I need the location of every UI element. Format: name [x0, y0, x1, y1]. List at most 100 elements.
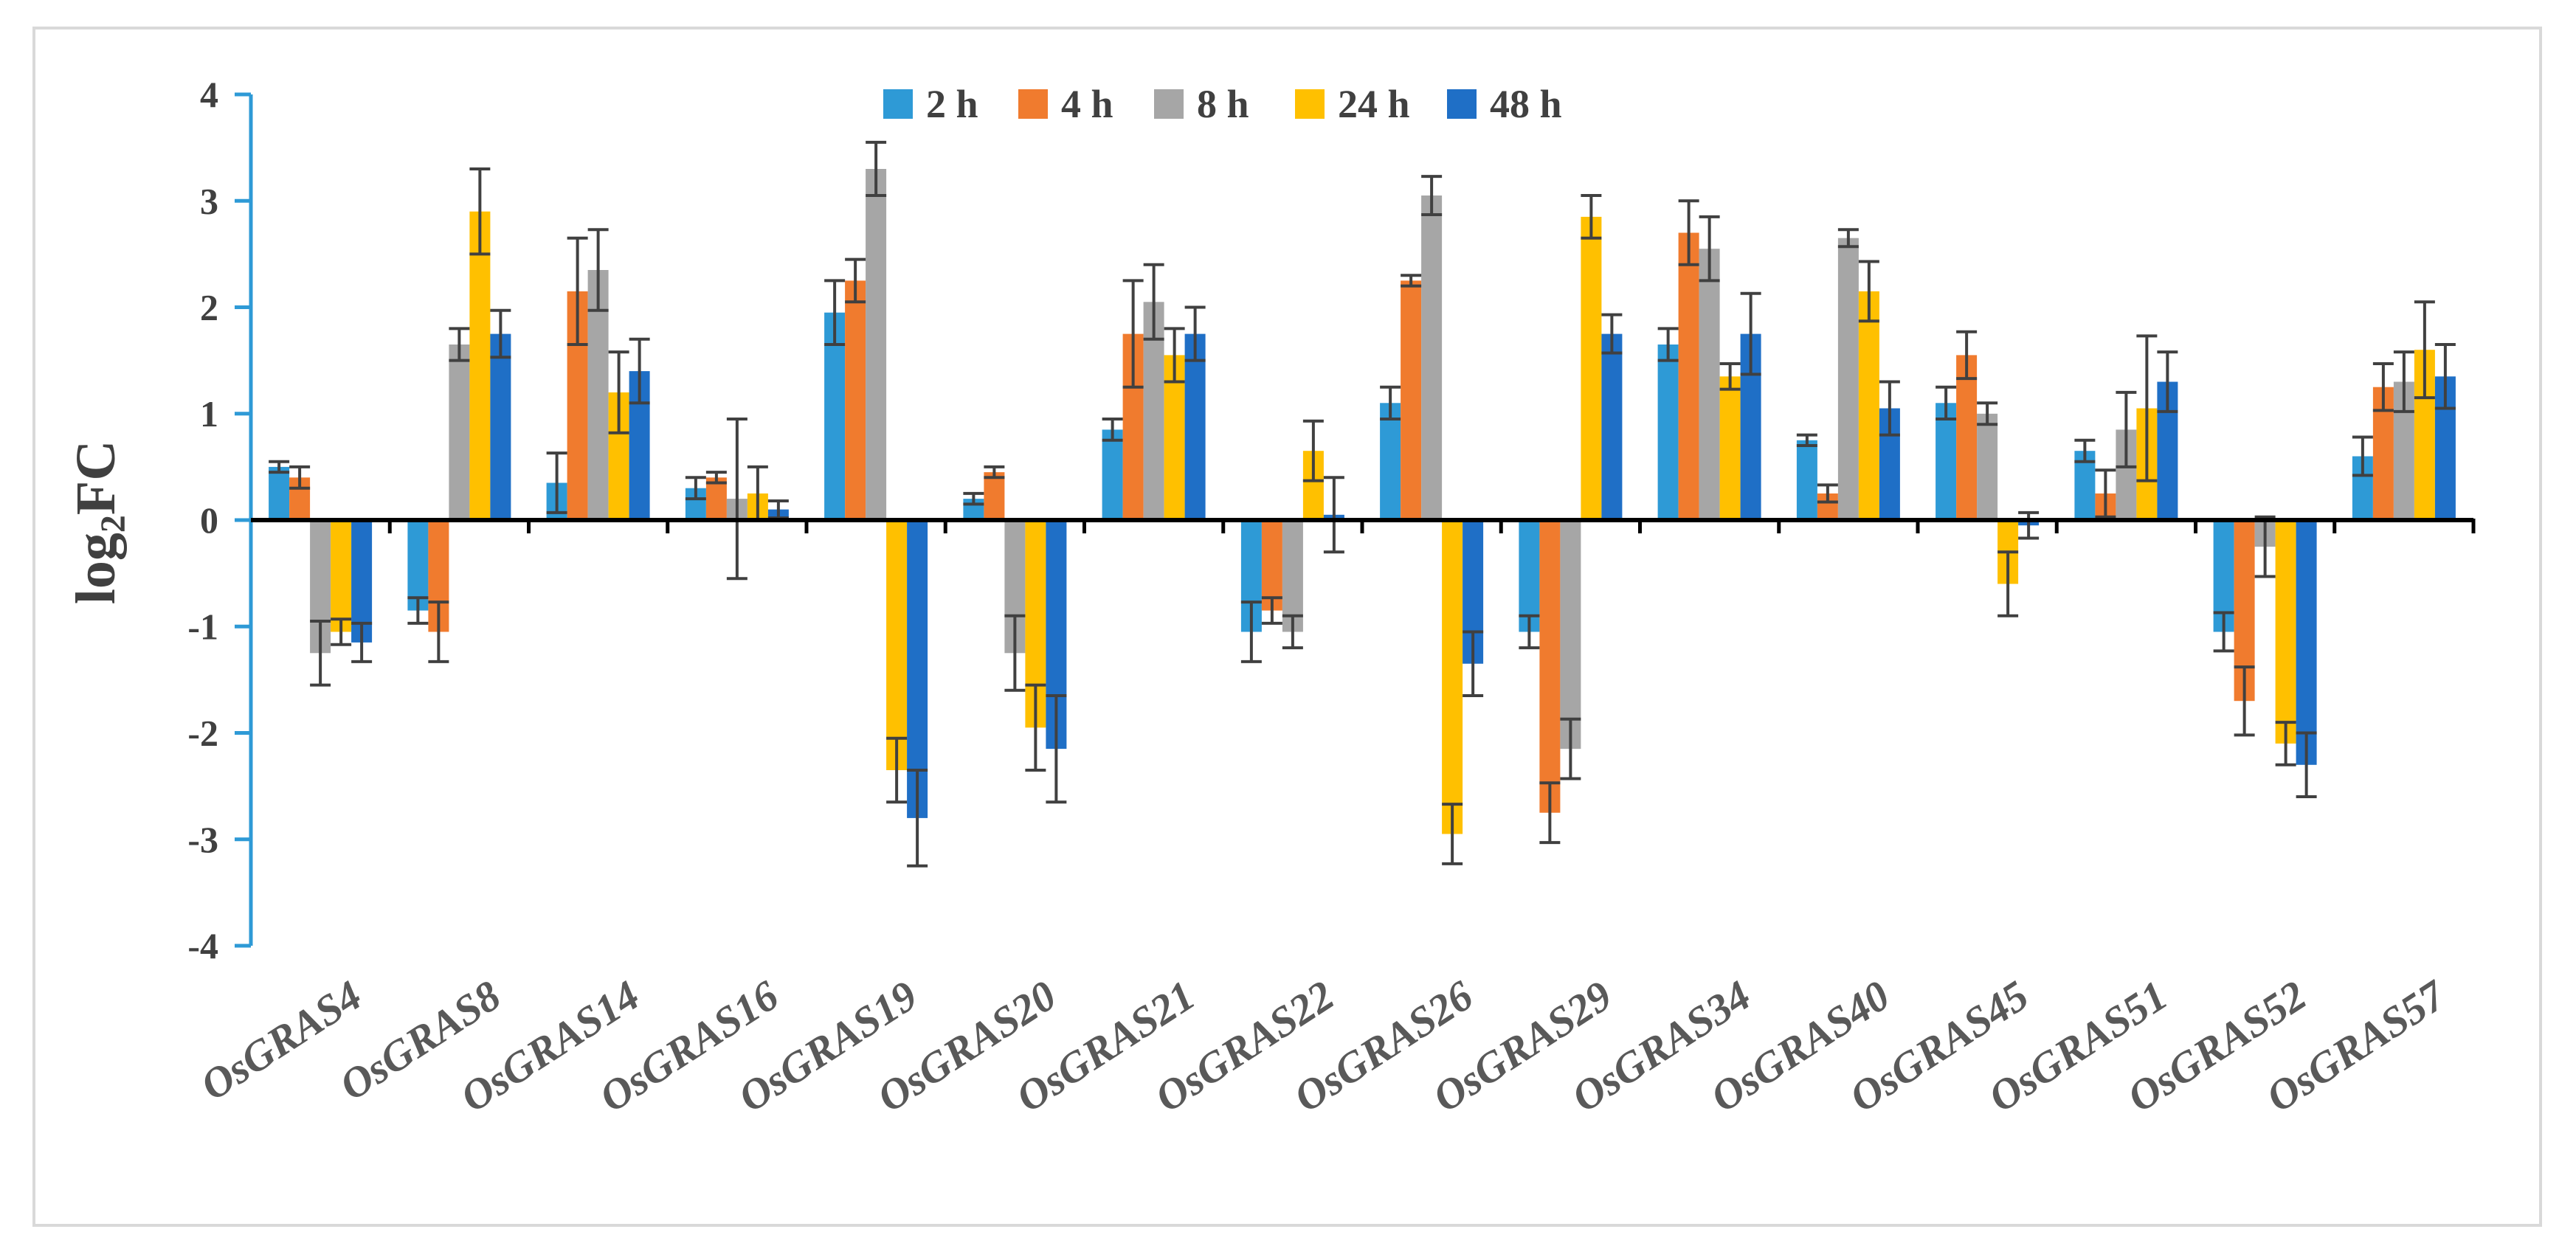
bar-OsGRAS45-4h	[1956, 355, 1978, 520]
y-tick-label: 4	[200, 74, 218, 115]
error-bar-OsGRAS4-24h	[331, 617, 352, 646]
error-bar-OsGRAS57-4h	[2372, 362, 2394, 412]
bar-OsGRAS40-2h	[1796, 440, 1817, 520]
error-bar-OsGRAS16-2h	[685, 476, 706, 501]
error-bar-OsGRAS20-4h	[984, 465, 1005, 480]
error-bar-OsGRAS14-8h	[587, 228, 609, 312]
y-tick-label: -2	[187, 713, 218, 754]
y-axis-title: log2FC	[65, 440, 133, 604]
error-bar-OsGRAS52-4h	[2234, 665, 2255, 737]
error-bar-OsGRAS29-24h	[1581, 194, 1602, 240]
error-bar-OsGRAS16-8h	[726, 418, 747, 581]
bar-OsGRAS19-24h	[886, 520, 908, 770]
legend: 2 h 4 h 8 h 24 h 48 h	[883, 82, 1562, 126]
bar-OsGRAS22-4h	[1261, 520, 1282, 611]
error-bar-OsGRAS14-2h	[546, 451, 567, 514]
bar-OsGRAS26-4h	[1401, 280, 1422, 520]
bar-OsGRAS21-2h	[1102, 429, 1123, 520]
error-bar-OsGRAS45-2h	[1936, 385, 1957, 420]
bar-OsGRAS26-24h	[1442, 520, 1463, 834]
bar-OsGRAS45-2h	[1936, 403, 1957, 520]
y-tick-label: 2	[200, 287, 218, 328]
error-bar-OsGRAS26-24h	[1442, 803, 1463, 865]
error-bar-OsGRAS34-24h	[1719, 362, 1741, 391]
bar-OsGRAS19-48h	[907, 520, 928, 818]
error-bar-OsGRAS19-8h	[866, 140, 887, 197]
error-bar-OsGRAS34-2h	[1657, 327, 1679, 362]
error-bar-OsGRAS4-8h	[310, 620, 331, 687]
legend-item-4h: 4 h	[1018, 82, 1113, 126]
error-bar-OsGRAS57-24h	[2414, 300, 2435, 400]
y-axis-title-subscript: 2	[94, 515, 133, 533]
error-bar-OsGRAS8-8h	[449, 327, 470, 362]
bar-OsGRAS4-2h	[269, 466, 290, 520]
error-bar-OsGRAS51-24h	[2136, 334, 2158, 482]
y-tick-label: 0	[200, 499, 218, 541]
error-bar-OsGRAS14-24h	[608, 350, 629, 435]
bar-OsGRAS16-4h	[705, 477, 727, 520]
legend-swatch	[883, 89, 913, 119]
legend-item-8h: 8 h	[1154, 82, 1249, 126]
bar-OsGRAS4-24h	[331, 520, 352, 632]
error-bar-OsGRAS19-48h	[907, 769, 928, 868]
error-bar-OsGRAS26-8h	[1421, 175, 1443, 216]
error-bar-OsGRAS51-48h	[2157, 350, 2178, 413]
bar-OsGRAS34-8h	[1699, 249, 1720, 520]
bar-OsGRAS29-2h	[1519, 520, 1540, 632]
legend-label: 8 h	[1197, 82, 1249, 126]
legend-item-2h: 2 h	[883, 82, 978, 126]
error-bar-OsGRAS51-4h	[2095, 468, 2116, 519]
axes-layer	[235, 92, 2476, 948]
error-bar-OsGRAS19-24h	[886, 736, 908, 804]
bar-OsGRAS29-24h	[1581, 216, 1602, 520]
error-bar-OsGRAS22-4h	[1261, 596, 1282, 625]
legend-swatch	[1295, 89, 1325, 119]
bar-OsGRAS20-4h	[984, 472, 1005, 520]
bar-OsGRAS29-8h	[1560, 520, 1581, 750]
error-bar-OsGRAS4-48h	[351, 621, 373, 663]
y-axis-title-main: log	[65, 533, 127, 604]
bar-OsGRAS8-2h	[407, 520, 429, 611]
error-bar-OsGRAS29-48h	[1601, 313, 1623, 355]
bar-OsGRAS52-48h	[2296, 520, 2317, 765]
bar-OsGRAS26-2h	[1380, 403, 1401, 520]
bar-OsGRAS34-4h	[1678, 232, 1699, 520]
legend-label: 4 h	[1061, 82, 1113, 126]
bar-OsGRAS8-8h	[449, 345, 470, 520]
error-bar-OsGRAS8-2h	[407, 596, 429, 625]
legend-swatch	[1018, 89, 1048, 119]
error-bar-OsGRAS29-4h	[1539, 781, 1561, 845]
error-bar-OsGRAS14-48h	[629, 337, 650, 405]
y-axis-title-tail: FC	[65, 440, 127, 515]
bar-OsGRAS40-24h	[1858, 291, 1879, 520]
error-bar-OsGRAS14-4h	[567, 236, 588, 346]
legend-label: 2 h	[926, 82, 978, 126]
error-bar-OsGRAS40-48h	[1879, 380, 1900, 437]
error-bar-OsGRAS29-8h	[1560, 717, 1581, 780]
error-bar-OsGRAS21-48h	[1184, 305, 1206, 362]
error-bar-OsGRAS8-48h	[490, 308, 511, 359]
legend-item-24h: 24 h	[1295, 82, 1410, 126]
error-bar-OsGRAS26-4h	[1401, 274, 1422, 288]
legend-swatch	[1154, 89, 1184, 119]
error-bar-OsGRAS52-2h	[2213, 611, 2234, 653]
error-bar-OsGRAS19-2h	[824, 279, 846, 346]
bar-OsGRAS34-24h	[1719, 376, 1741, 520]
error-bar-OsGRAS40-2h	[1796, 433, 1817, 447]
error-bar-OsGRAS19-4h	[845, 257, 866, 304]
error-bar-OsGRAS22-2h	[1240, 600, 1262, 663]
bar-OsGRAS22-8h	[1282, 520, 1303, 632]
error-bar-OsGRAS52-24h	[2275, 721, 2296, 766]
bar-OsGRAS19-2h	[824, 312, 846, 520]
bar-OsGRAS19-8h	[866, 169, 887, 520]
error-bar-OsGRAS4-4h	[289, 465, 311, 490]
bar-OsGRAS21-48h	[1184, 333, 1206, 520]
error-bar-OsGRAS51-8h	[2116, 390, 2137, 468]
error-bar-OsGRAS52-8h	[2254, 515, 2276, 578]
bar-OsGRAS8-24h	[469, 211, 491, 520]
error-bar-OsGRAS45-48h	[2018, 510, 2040, 540]
error-bar-OsGRAS16-4h	[705, 471, 727, 485]
error-bars-layer	[269, 140, 2456, 868]
error-bar-OsGRAS21-2h	[1102, 418, 1123, 442]
